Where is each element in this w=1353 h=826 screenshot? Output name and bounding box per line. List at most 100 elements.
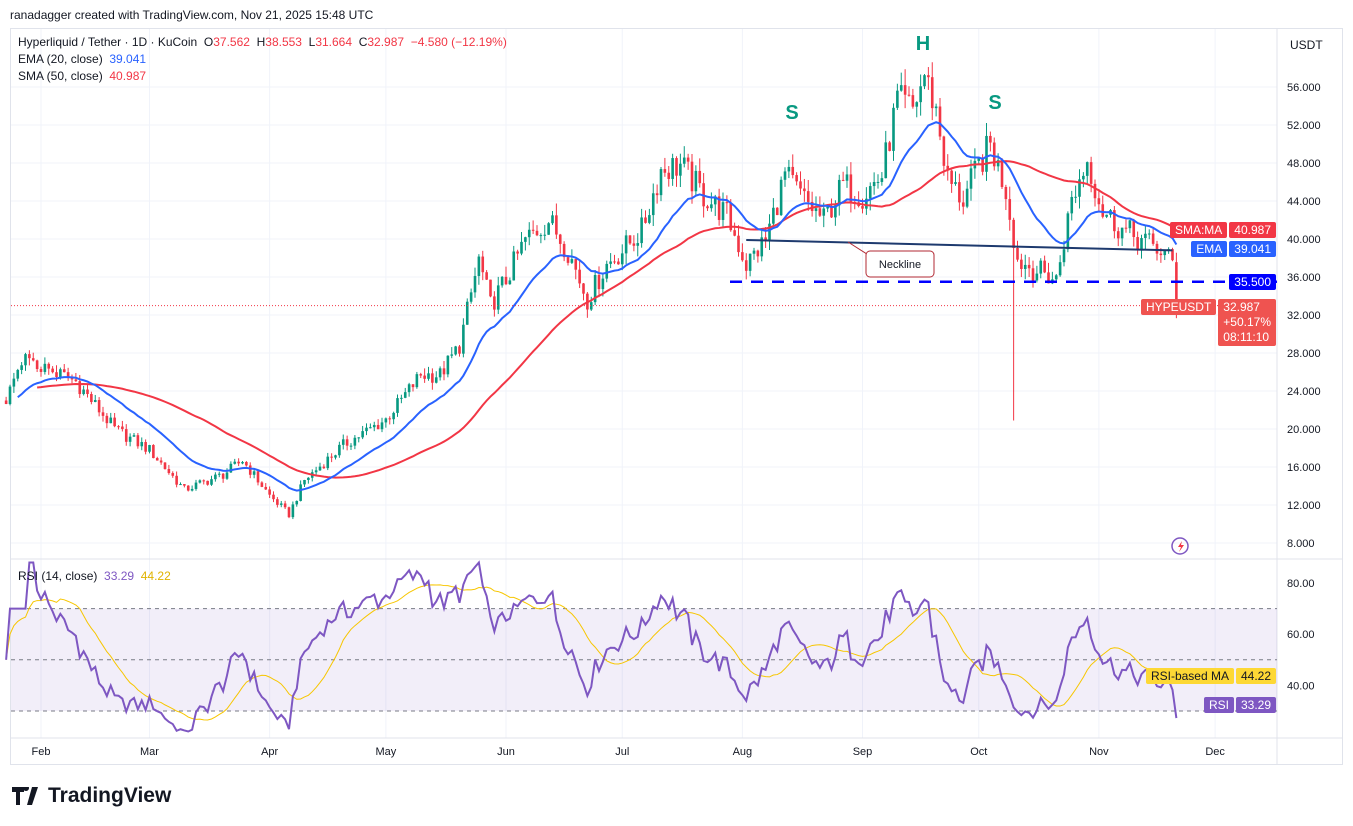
candle-body — [892, 107, 895, 151]
candle — [1097, 188, 1101, 212]
candle — [93, 394, 97, 403]
candle — [175, 471, 178, 488]
candle — [438, 366, 442, 381]
candle-body — [454, 346, 457, 355]
candle-body — [183, 484, 186, 486]
candle-body — [950, 170, 953, 184]
tradingview-logo-icon — [12, 787, 38, 805]
candle — [632, 235, 636, 252]
candle — [446, 355, 450, 378]
candle-body — [520, 241, 523, 254]
candle — [221, 472, 225, 483]
candle — [613, 254, 616, 265]
candle — [473, 267, 477, 298]
ema-legend[interactable]: EMA (20, close) 39.041 — [18, 52, 146, 66]
candle — [469, 288, 473, 304]
candle — [345, 435, 349, 451]
candle — [384, 417, 388, 428]
candle-body — [82, 389, 85, 395]
candle — [295, 500, 299, 507]
candle — [934, 103, 938, 117]
candle-body — [496, 285, 500, 310]
tradingview-logo[interactable]: TradingView — [12, 784, 171, 808]
candle-body — [965, 188, 969, 207]
candle-body — [31, 358, 35, 361]
candle — [1016, 240, 1019, 262]
candle-body — [903, 85, 907, 95]
candle — [396, 394, 399, 417]
ema-tag-name: EMA — [1191, 241, 1228, 257]
candle — [28, 350, 31, 366]
candle-body — [834, 205, 837, 218]
candle — [454, 345, 457, 356]
candle — [547, 222, 550, 235]
candle-body — [1155, 243, 1159, 254]
rsi-ma-tag-name: RSI-based MA — [1145, 668, 1234, 684]
sma-legend[interactable]: SMA (50, close) 40.987 — [18, 69, 146, 83]
time-tick-label: Mar — [140, 746, 159, 758]
candle-body — [485, 272, 488, 280]
candle-body — [617, 261, 620, 265]
candle-body — [655, 193, 659, 196]
candle-body — [574, 259, 578, 270]
candle — [1047, 262, 1050, 284]
candles — [4, 62, 1178, 520]
candle-body — [779, 179, 783, 216]
candle — [531, 220, 535, 235]
candle-body — [314, 470, 318, 473]
candle — [245, 461, 248, 467]
candle — [338, 441, 341, 458]
candle-body — [148, 445, 151, 452]
rsi-tag-name: RSI — [1203, 697, 1234, 713]
candle-body — [388, 418, 392, 420]
candle-body — [341, 439, 345, 445]
candle-body — [140, 442, 144, 447]
candle-body — [431, 373, 434, 383]
candle — [539, 233, 543, 244]
right-shoulder-label: S — [988, 92, 1001, 114]
candle — [1074, 185, 1077, 204]
currency-label[interactable]: USDT — [1290, 38, 1323, 52]
candle-body — [16, 369, 20, 379]
candle-body — [221, 473, 225, 479]
candle-body — [365, 427, 368, 432]
candle — [105, 413, 109, 429]
candle-body — [55, 372, 58, 378]
price-tick-label: 20.000 — [1287, 424, 1321, 436]
candle — [186, 485, 190, 492]
candle — [710, 192, 713, 212]
candle — [392, 411, 395, 425]
candle — [958, 173, 961, 211]
candle-body — [884, 142, 888, 179]
candle-body — [477, 256, 481, 277]
candle-body — [729, 202, 733, 231]
candle — [1128, 219, 1132, 234]
candle — [725, 195, 729, 214]
time-tick-label: Sep — [853, 746, 873, 758]
candle — [47, 362, 51, 375]
candle — [651, 183, 655, 227]
candle — [775, 207, 779, 216]
candle-body — [1012, 219, 1015, 248]
candle-body — [194, 482, 198, 489]
candle — [194, 479, 198, 491]
candle — [659, 166, 663, 202]
candle-body — [566, 257, 570, 263]
candle — [841, 171, 845, 182]
price-tick-label: 16.000 — [1287, 462, 1321, 474]
candle-body — [299, 484, 302, 501]
lightning-icon-ring — [1171, 537, 1189, 555]
candle — [210, 475, 213, 486]
candle-body — [508, 280, 512, 285]
candle-body — [605, 263, 609, 279]
candle-body — [272, 494, 275, 500]
candle — [795, 172, 798, 186]
rsi-legend[interactable]: RSI (14, close) 33.29 44.22 — [18, 569, 171, 583]
candle-body — [717, 196, 721, 220]
symbol-name[interactable]: Hyperliquid / Tether · 1D · KuCoin — [18, 35, 198, 49]
candle-body — [233, 461, 237, 464]
rsi-ma-tag: 44.22 — [1235, 668, 1276, 684]
candle — [551, 210, 554, 226]
candle-body — [888, 142, 891, 151]
